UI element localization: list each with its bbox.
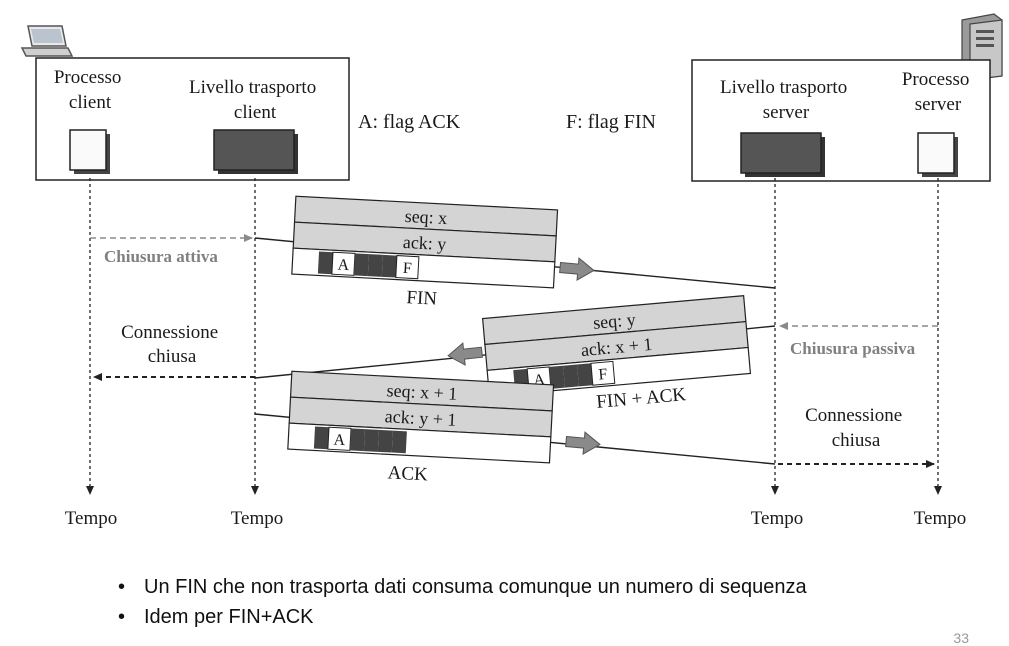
fin-flag-f: F <box>402 260 412 277</box>
time-label-server-process: Tempo <box>914 508 967 529</box>
fin-ack: ack: y <box>402 232 446 254</box>
fin-flag-a: A <box>337 257 350 275</box>
client-transport-label: Livello trasporto client <box>189 77 321 123</box>
client-process-label: Processo client <box>54 67 126 113</box>
fin-direction-arrow <box>559 257 595 281</box>
active-close-label: Chiusura attiva <box>104 247 218 266</box>
client-connection-closed-label: Connessione chiusa <box>121 322 223 367</box>
page-number: 33 <box>953 630 969 646</box>
finack-segment: seq: y ack: x + 1 A F FIN + ACK <box>481 295 752 413</box>
ack-ack: ack: y + 1 <box>384 406 457 430</box>
timelines <box>86 178 942 495</box>
time-label-server-transport: Tempo <box>751 508 804 529</box>
finack-label: FIN + ACK <box>595 384 687 413</box>
fin-segment: seq: x ack: y A F FIN <box>291 195 559 310</box>
server-transport-label: Livello trasporto server <box>720 77 852 123</box>
time-label-client-process: Tempo <box>65 508 118 529</box>
finack-flag-f: F <box>598 366 608 384</box>
finack-direction-arrow <box>447 342 483 366</box>
notes-list: Un FIN che non trasporta dati consuma co… <box>112 572 807 632</box>
tcp-connection-close-diagram: Processo client Livello trasporto client… <box>20 13 1003 529</box>
server-connection-closed-label: Connessione chiusa <box>805 405 907 451</box>
fin-seq: seq: x <box>404 206 447 228</box>
client-transport-block <box>213 129 298 174</box>
client-process-block <box>69 129 110 174</box>
fin-label: FIN <box>406 287 438 310</box>
time-label-client-transport: Tempo <box>231 508 284 529</box>
laptop-icon <box>20 25 74 57</box>
ack-label: ACK <box>387 462 428 485</box>
passive-close-label: Chiusura passiva <box>790 339 916 358</box>
server-process-block <box>917 132 958 177</box>
ack-seq: seq: x + 1 <box>386 380 458 404</box>
ack-flag-a: A <box>333 432 346 450</box>
ack-segment: seq: x + 1 ack: y + 1 A ACK <box>287 370 555 485</box>
server-process-label: Processo server <box>902 69 974 115</box>
legend-ack: A: flag ACK <box>358 111 461 133</box>
finack-seq: seq: y <box>592 309 636 333</box>
ack-direction-arrow <box>565 431 601 455</box>
note-item: Un FIN che non trasporta dati consuma co… <box>112 572 807 602</box>
legend-fin: F: flag FIN <box>566 111 656 133</box>
server-transport-block <box>740 132 825 177</box>
note-item: Idem per FIN+ACK <box>112 602 807 632</box>
